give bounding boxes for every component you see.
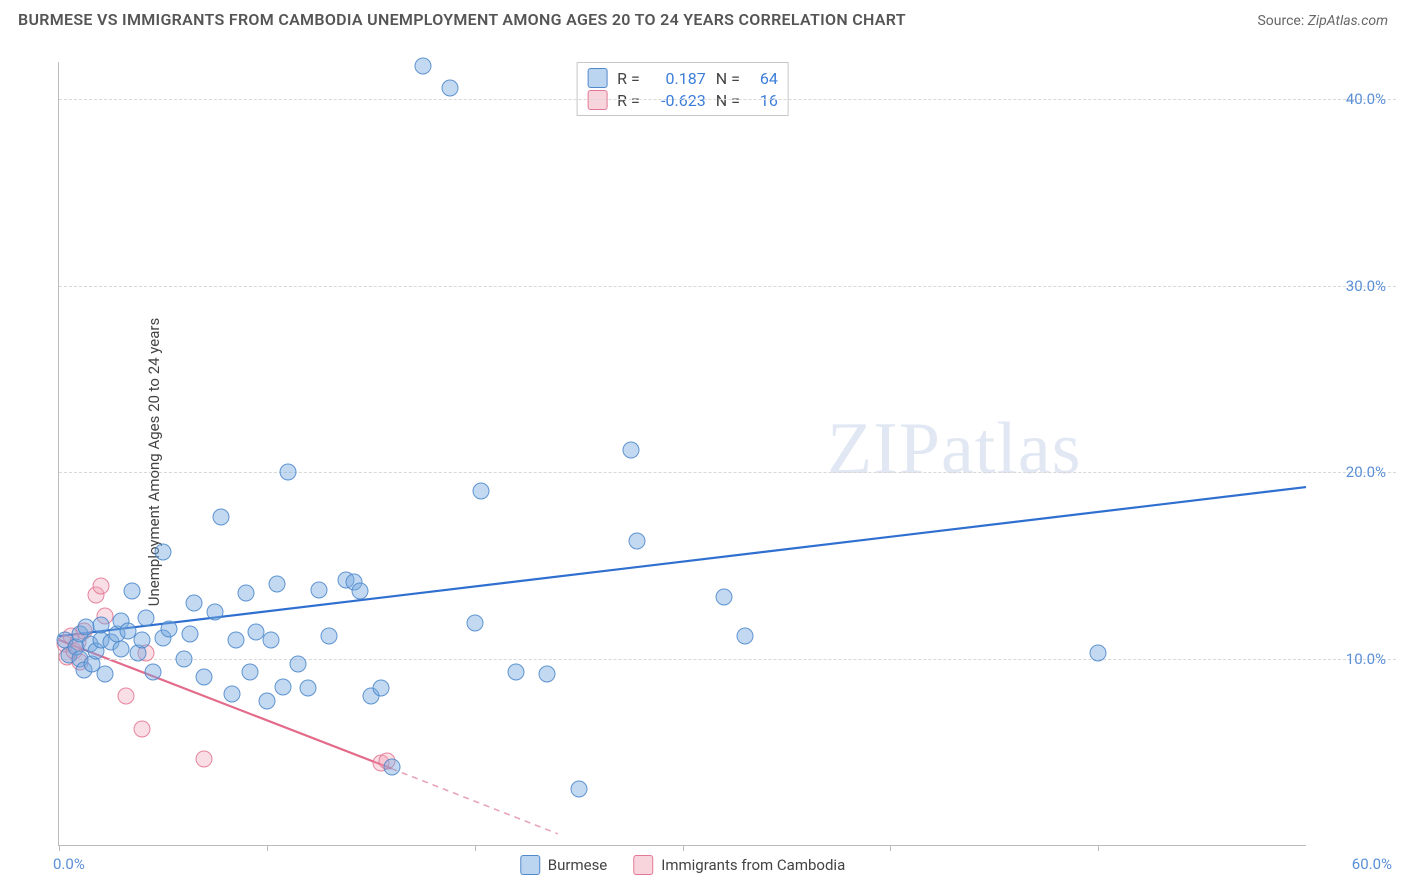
scatter-point-burmese [144,663,161,680]
gridline-horizontal [59,472,1396,473]
legend-label: Immigrants from Cambodia [661,856,845,874]
scatter-point-burmese [96,665,113,682]
scatter-point-burmese [138,609,155,626]
x-tick [59,845,60,851]
scatter-point-burmese [206,603,223,620]
scatter-point-burmese [223,686,240,703]
scatter-point-burmese [539,665,556,682]
scatter-point-burmese [441,80,458,97]
scatter-point-burmese [508,663,525,680]
scatter-point-cambodia [134,721,151,738]
trend-lines-layer [59,62,1306,845]
gridline-horizontal [59,659,1396,660]
x-tick [267,845,268,851]
scatter-point-burmese [258,693,275,710]
scatter-point-burmese [275,678,292,695]
gridline-horizontal [59,286,1396,287]
legend-label: Burmese [548,856,608,874]
gridline-horizontal [59,99,1396,100]
scatter-point-burmese [242,663,259,680]
scatter-point-burmese [154,544,171,561]
x-axis-min-label: 0.0% [53,855,85,873]
scatter-point-burmese [134,631,151,648]
source-attribution: Source: ZipAtlas.com [1257,13,1388,29]
scatter-point-burmese [186,594,203,611]
scatter-point-burmese [570,781,587,798]
scatter-point-burmese [300,680,317,697]
source-name: ZipAtlas.com [1308,13,1388,29]
scatter-point-burmese [290,656,307,673]
scatter-point-cambodia [196,751,213,768]
x-tick [1098,845,1099,851]
x-tick [890,845,891,851]
swatch-blue-icon [520,855,540,875]
correlation-row-burmese: R = 0.187 N = 64 [587,67,778,89]
y-tick-label: 30.0% [1346,277,1386,295]
series-legend: Burmese Immigrants from Cambodia [520,855,845,875]
trend-line [59,487,1306,636]
y-tick-label: 10.0% [1346,650,1386,668]
scatter-point-burmese [716,589,733,606]
scatter-plot-area: ZIPatlas R = 0.187 N = 64 R = -0.623 N =… [58,62,1306,846]
correlation-legend-box: R = 0.187 N = 64 R = -0.623 N = 16 [576,62,789,116]
scatter-point-burmese [466,615,483,632]
scatter-point-burmese [227,631,244,648]
chart-title: BURMESE VS IMMIGRANTS FROM CAMBODIA UNEM… [18,10,906,29]
swatch-blue-icon [587,68,607,88]
scatter-point-cambodia [92,577,109,594]
scatter-point-burmese [352,583,369,600]
scatter-point-burmese [175,650,192,667]
scatter-point-burmese [262,631,279,648]
r-label: R = [617,69,640,88]
swatch-pink-icon [633,855,653,875]
scatter-point-burmese [279,464,296,481]
x-tick [683,845,684,851]
scatter-point-burmese [310,581,327,598]
scatter-point-burmese [628,533,645,550]
scatter-point-burmese [213,508,230,525]
legend-item-cambodia: Immigrants from Cambodia [633,855,845,875]
scatter-point-burmese [736,628,753,645]
scatter-point-burmese [92,617,109,634]
scatter-point-cambodia [117,687,134,704]
n-value: 64 [750,69,778,88]
x-axis-max-label: 60.0% [1352,855,1392,873]
x-tick [475,845,476,851]
scatter-point-burmese [383,758,400,775]
legend-item-burmese: Burmese [520,855,608,875]
scatter-point-burmese [373,680,390,697]
scatter-point-burmese [269,576,286,593]
scatter-point-burmese [161,620,178,637]
trend-line [392,769,558,834]
scatter-point-burmese [196,669,213,686]
scatter-point-burmese [622,441,639,458]
scatter-point-burmese [414,57,431,74]
scatter-point-burmese [472,482,489,499]
n-label: N = [716,69,740,88]
scatter-point-burmese [113,641,130,658]
scatter-point-burmese [181,626,198,643]
scatter-point-burmese [1090,644,1107,661]
scatter-point-burmese [238,585,255,602]
source-prefix: Source: [1257,13,1307,29]
scatter-point-burmese [321,628,338,645]
r-value: 0.187 [650,69,706,88]
y-tick-label: 20.0% [1346,463,1386,481]
y-tick-label: 40.0% [1346,90,1386,108]
scatter-point-burmese [123,583,140,600]
